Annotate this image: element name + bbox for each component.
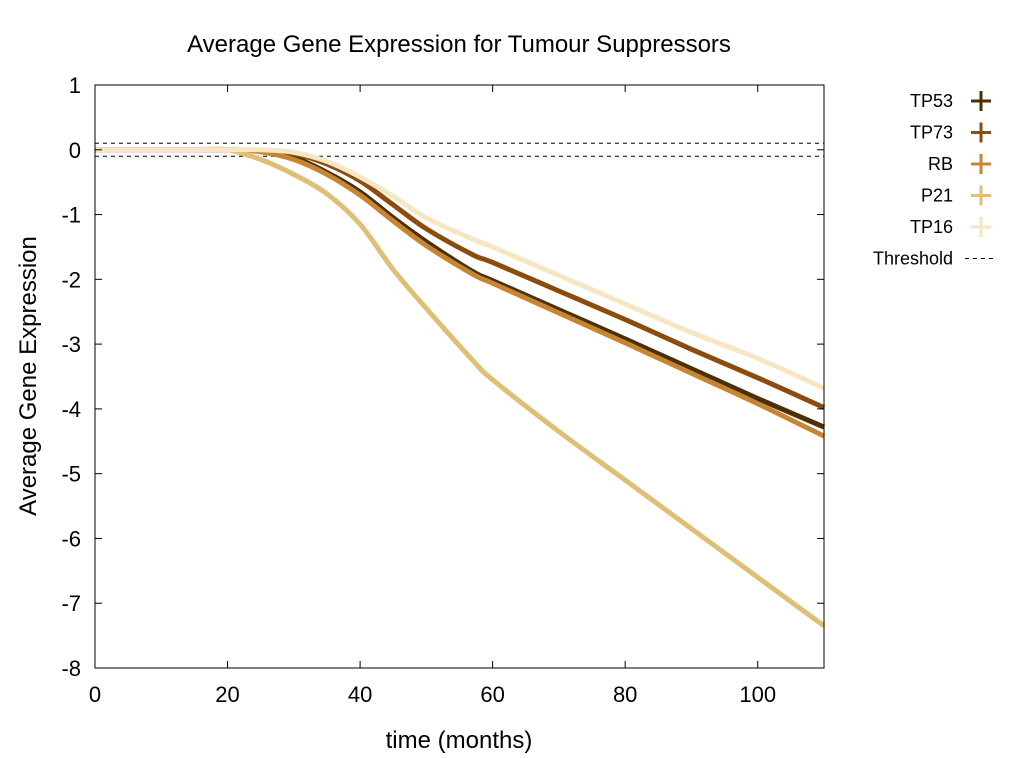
y-tick-label: -1 bbox=[61, 203, 81, 228]
legend: TP53 TP73 RB P21 TP16 Threshold bbox=[873, 91, 997, 269]
x-tick-label: 20 bbox=[215, 682, 239, 707]
y-tick-label: -3 bbox=[61, 332, 81, 357]
y-tick-label: 1 bbox=[69, 73, 81, 98]
series-line-tp16 bbox=[94, 147, 826, 391]
legend-label-tp53: TP53 bbox=[910, 91, 953, 111]
series-line-p21 bbox=[94, 146, 826, 628]
series-lines bbox=[94, 146, 826, 628]
chart-title: Average Gene Expression for Tumour Suppr… bbox=[187, 31, 731, 58]
x-tick-label: 40 bbox=[348, 682, 372, 707]
y-tick-label: -5 bbox=[61, 462, 81, 487]
x-axis-label: time (months) bbox=[386, 727, 533, 754]
y-tick-label: -6 bbox=[61, 526, 81, 551]
legend-label-tp16: TP16 bbox=[910, 217, 953, 237]
y-tick-label: -8 bbox=[61, 656, 81, 681]
y-tick-label: -4 bbox=[61, 397, 81, 422]
legend-label-tp73: TP73 bbox=[910, 123, 953, 143]
x-tick-label: 60 bbox=[480, 682, 504, 707]
y-tick-label: -2 bbox=[61, 267, 81, 292]
series-line-rb bbox=[94, 147, 826, 439]
y-axis-label: Average Gene Expression bbox=[15, 236, 42, 516]
legend-label-rb: RB bbox=[928, 154, 953, 174]
axis-ticks: 0 20 40 60 80 100 1 0 -1 -2 -3 -4 -5 -6 -7 -8 bbox=[61, 73, 824, 707]
legend-label-threshold: Threshold bbox=[873, 249, 953, 269]
x-tick-label: 0 bbox=[89, 682, 101, 707]
x-tick-label: 100 bbox=[739, 682, 776, 707]
y-tick-label: -7 bbox=[61, 591, 81, 616]
x-tick-label: 80 bbox=[613, 682, 637, 707]
y-tick-label: 0 bbox=[69, 138, 81, 163]
legend-label-p21: P21 bbox=[921, 186, 953, 206]
series-line-tp73 bbox=[94, 147, 826, 410]
plot-area-frame bbox=[94, 84, 825, 669]
threshold-lines bbox=[95, 142, 824, 157]
